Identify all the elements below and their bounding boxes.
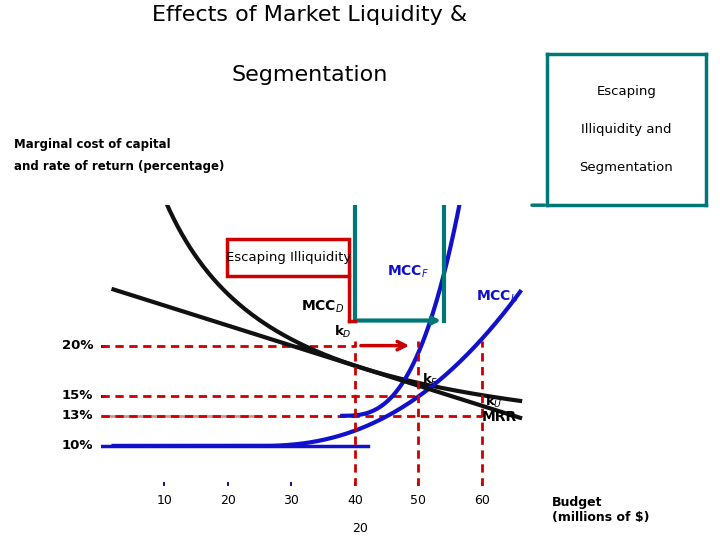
Text: 20: 20: [352, 522, 368, 535]
Text: MCC$_F$: MCC$_F$: [387, 264, 428, 280]
Text: 40: 40: [347, 494, 363, 507]
Text: 10: 10: [156, 494, 172, 507]
Text: Illiquidity and: Illiquidity and: [581, 123, 672, 136]
Text: Segmentation: Segmentation: [580, 161, 673, 174]
Text: Budget
(millions of $): Budget (millions of $): [552, 496, 649, 524]
Text: Segmentation: Segmentation: [231, 65, 388, 85]
Text: MRR: MRR: [482, 410, 517, 424]
Text: 30: 30: [284, 494, 300, 507]
Text: MCC$_D$: MCC$_D$: [301, 299, 344, 315]
Text: 50: 50: [410, 494, 426, 507]
Text: Escaping Illiquidity: Escaping Illiquidity: [225, 251, 351, 265]
Text: k$_U$: k$_U$: [485, 394, 503, 410]
FancyBboxPatch shape: [228, 239, 349, 276]
Text: Marginal cost of capital: Marginal cost of capital: [14, 138, 171, 151]
Text: MCC$_U$: MCC$_U$: [476, 288, 519, 305]
Text: and rate of return (percentage): and rate of return (percentage): [14, 160, 225, 173]
Text: 20%: 20%: [62, 339, 93, 352]
Text: 15%: 15%: [62, 389, 93, 402]
Text: k$_F$: k$_F$: [422, 372, 438, 388]
Text: 13%: 13%: [62, 409, 93, 422]
Text: Escaping: Escaping: [596, 85, 657, 98]
Text: k$_D$: k$_D$: [334, 323, 352, 340]
Text: 60: 60: [474, 494, 490, 507]
Text: 20: 20: [220, 494, 235, 507]
Text: Effects of Market Liquidity &: Effects of Market Liquidity &: [152, 5, 467, 25]
Text: 10%: 10%: [62, 440, 93, 453]
